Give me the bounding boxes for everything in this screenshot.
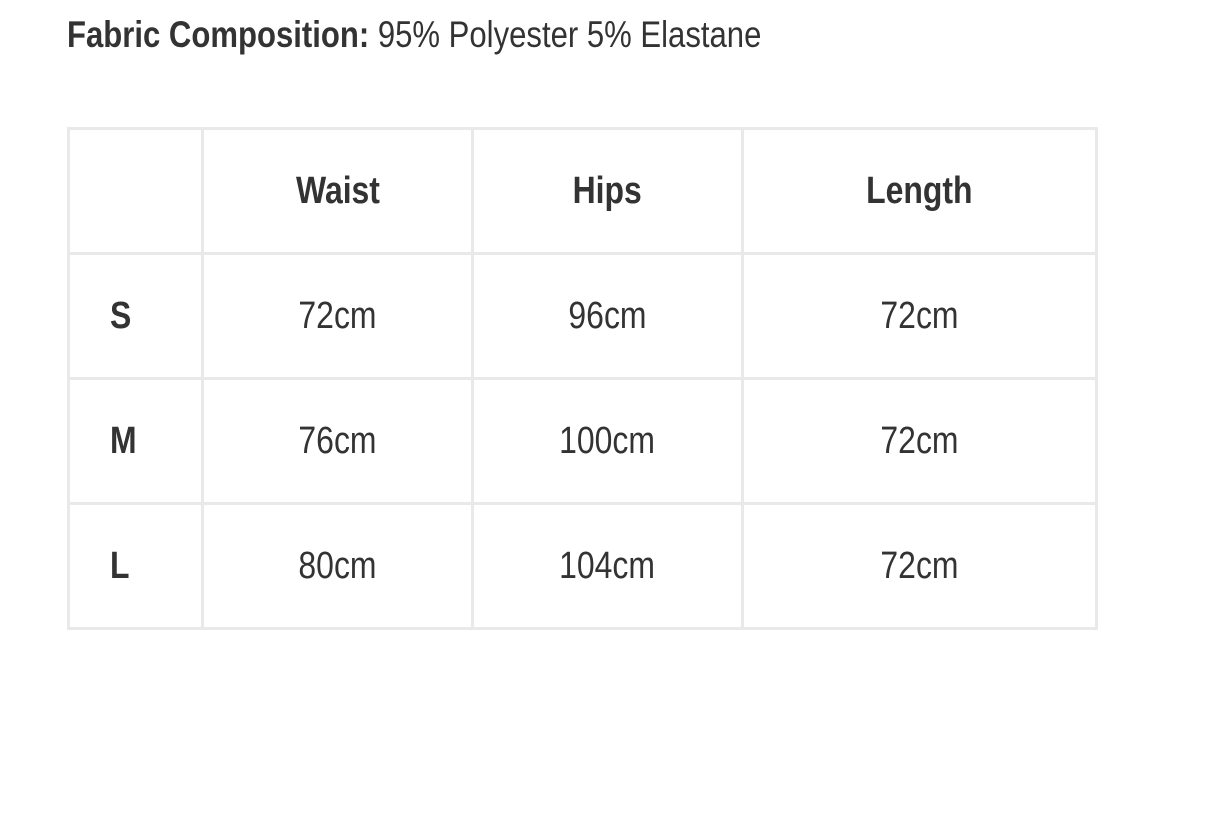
size-label: M: [110, 419, 137, 462]
cell-value: 96cm: [568, 294, 647, 337]
header-label: Hips: [572, 169, 643, 212]
size-label: S: [110, 294, 132, 337]
table-row: M 76cm 100cm 72cm: [67, 377, 1098, 505]
cell-value: 72cm: [880, 419, 959, 462]
header-length: Length: [741, 127, 1098, 255]
header-hips: Hips: [471, 127, 744, 255]
cell-value: 100cm: [559, 419, 656, 462]
length-cell: 72cm: [741, 377, 1098, 505]
table-header-row: Waist Hips Length: [67, 127, 1098, 255]
fabric-composition: Fabric Composition: 95% Polyester 5% Ela…: [67, 14, 761, 56]
header-waist: Waist: [201, 127, 474, 255]
size-label: L: [110, 544, 130, 587]
hips-cell: 104cm: [471, 502, 744, 630]
hips-cell: 100cm: [471, 377, 744, 505]
waist-cell: 72cm: [201, 252, 474, 380]
header-label: Waist: [295, 169, 380, 212]
cell-value: 72cm: [298, 294, 377, 337]
cell-value: 80cm: [298, 544, 377, 587]
size-chart-table: Waist Hips Length S 72cm 96cm 72cm M 76c…: [67, 127, 1098, 630]
table-row: S 72cm 96cm 72cm: [67, 252, 1098, 380]
header-empty: [67, 127, 204, 255]
size-cell: S: [67, 252, 204, 380]
hips-cell: 96cm: [471, 252, 744, 380]
length-cell: 72cm: [741, 252, 1098, 380]
cell-value: 104cm: [559, 544, 656, 587]
waist-cell: 76cm: [201, 377, 474, 505]
header-label: Length: [866, 169, 973, 212]
waist-cell: 80cm: [201, 502, 474, 630]
composition-value: 95% Polyester 5% Elastane: [377, 14, 762, 55]
cell-value: 72cm: [880, 294, 959, 337]
table-row: L 80cm 104cm 72cm: [67, 502, 1098, 630]
cell-value: 76cm: [298, 419, 377, 462]
size-cell: L: [67, 502, 204, 630]
composition-label: Fabric Composition:: [67, 14, 370, 55]
size-cell: M: [67, 377, 204, 505]
cell-value: 72cm: [880, 544, 959, 587]
length-cell: 72cm: [741, 502, 1098, 630]
